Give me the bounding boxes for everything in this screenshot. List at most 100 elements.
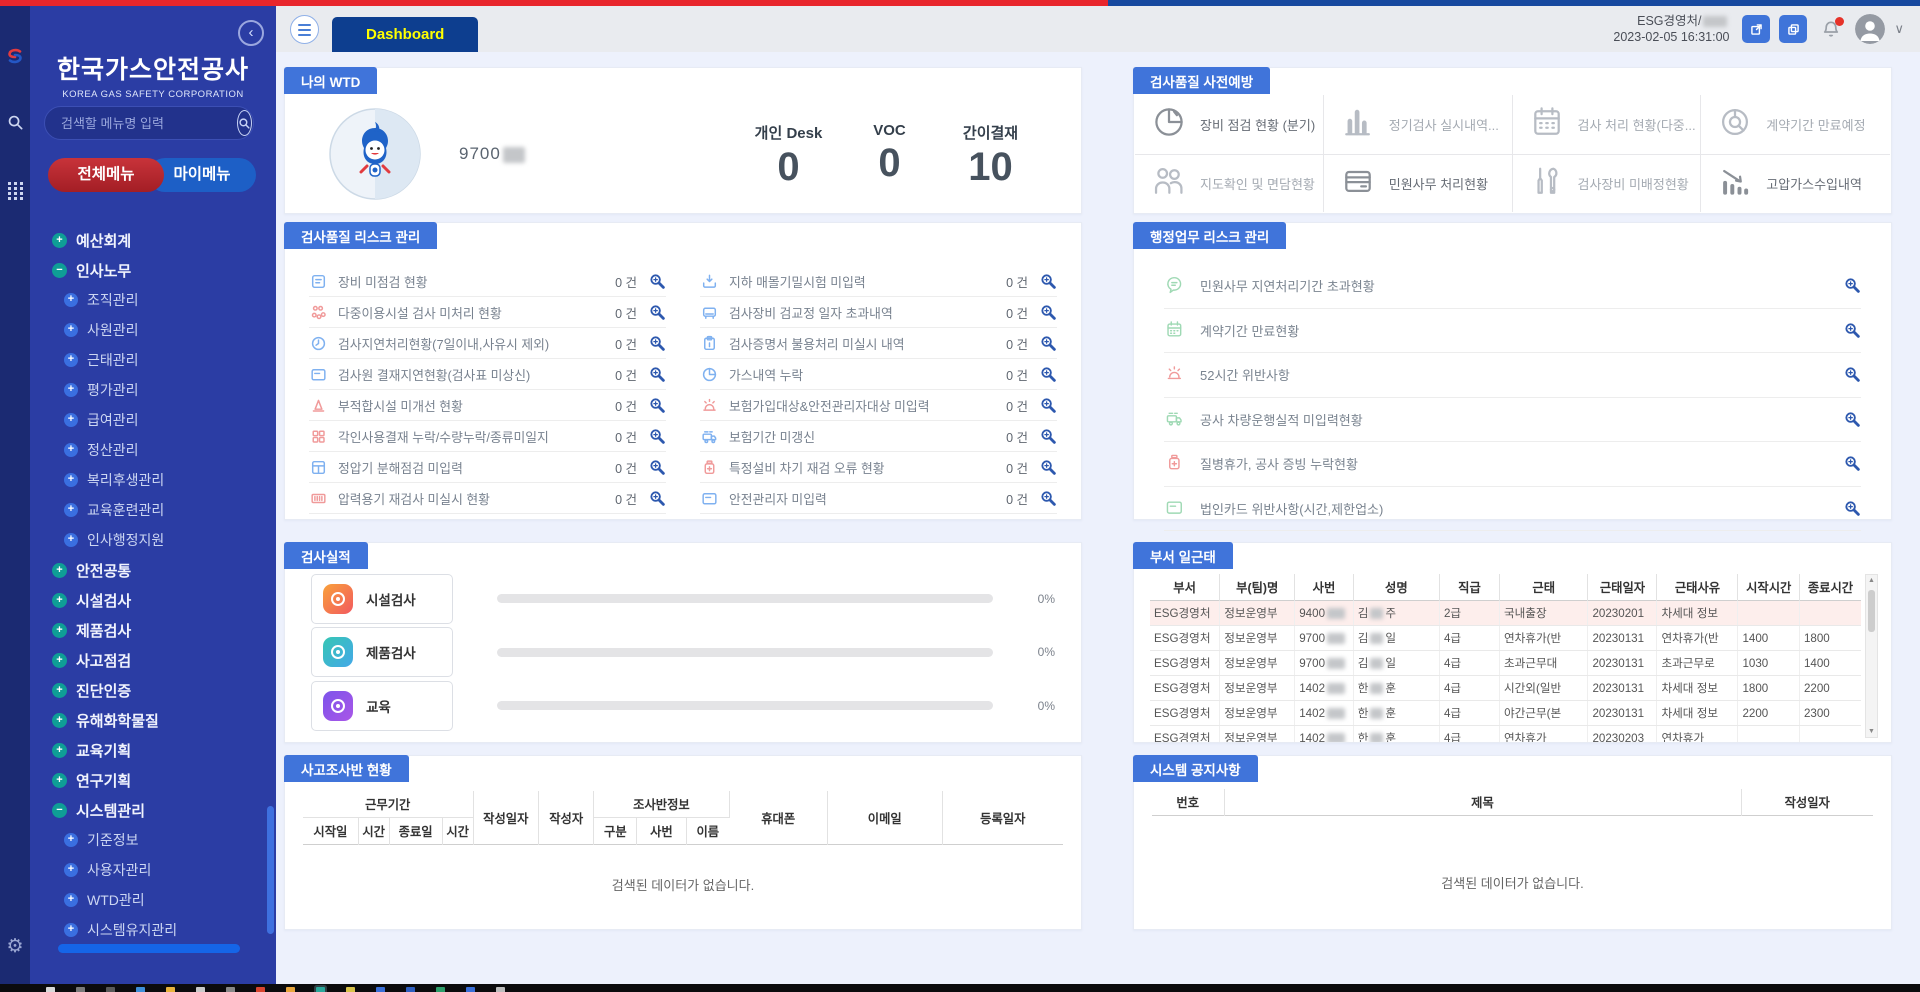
chevron-down-icon[interactable]: ∨ xyxy=(1894,21,1904,36)
expand-icon[interactable]: + xyxy=(64,923,78,937)
attendance-row[interactable]: ESG경영처 정보운영부 9400 김 주 2급 국내출장 20230201 차세대 정보 xyxy=(1150,600,1861,626)
magnifier-icon[interactable] xyxy=(1040,304,1057,321)
windows-taskbar[interactable] xyxy=(0,984,1920,992)
magnifier-icon[interactable] xyxy=(649,335,666,352)
attendance-row[interactable]: ESG경영처 정보운영부 1402 한 훈 4급 연차휴가 20230203 연차휴가 xyxy=(1150,725,1861,742)
open-window-button[interactable] xyxy=(1742,15,1771,43)
sidebar-menu-item[interactable]: + 조직관리 xyxy=(30,285,270,315)
column-header[interactable]: 직급 xyxy=(1439,574,1500,601)
user-avatar[interactable] xyxy=(1855,14,1886,44)
magnifier-icon[interactable] xyxy=(1040,459,1057,476)
sidebar-menu-item[interactable]: + 제품검사 xyxy=(30,615,270,645)
sidebar-menu-item[interactable]: + 평가관리 xyxy=(30,375,270,405)
performance-category-button[interactable]: 시설검사 xyxy=(311,573,453,624)
sidebar-menu-item[interactable]: + 급여관리 xyxy=(30,405,270,435)
table-vertical-scrollbar[interactable]: ▲ ▼ xyxy=(1865,574,1878,738)
tab-dashboard[interactable]: Dashboard xyxy=(332,17,479,52)
sidebar-menu-item[interactable]: + 연구기획 xyxy=(30,765,270,795)
expand-icon[interactable]: + xyxy=(64,473,78,487)
magnifier-icon[interactable] xyxy=(1844,322,1861,339)
prevention-shortcut[interactable]: 고압가스수입내역 xyxy=(1701,153,1890,213)
column-header[interactable]: 시작시간 xyxy=(1737,574,1800,601)
expand-icon[interactable]: + xyxy=(64,293,78,307)
expand-icon[interactable]: + xyxy=(64,533,78,547)
menu-search-icon[interactable] xyxy=(237,110,252,136)
settings-gear-icon[interactable]: ⚙ xyxy=(6,936,24,957)
expand-icon[interactable]: + xyxy=(64,413,78,427)
magnifier-icon[interactable] xyxy=(649,366,666,383)
prevention-shortcut[interactable]: 정기검사 실시내역... xyxy=(1324,95,1513,154)
sidebar-menu-item[interactable]: + 진단인증 xyxy=(30,675,270,705)
sidebar-menu-item[interactable]: + 예산회계 xyxy=(30,225,270,255)
magnifier-icon[interactable] xyxy=(1040,428,1057,445)
sidebar-collapse-button[interactable]: ‹ xyxy=(238,20,264,46)
expand-icon[interactable]: + xyxy=(64,323,78,337)
performance-category-button[interactable]: 교육 xyxy=(311,680,453,731)
prevention-shortcut[interactable]: 장비 점검 현황 (분기) xyxy=(1135,95,1324,154)
magnifier-icon[interactable] xyxy=(1844,455,1861,472)
column-header[interactable]: 근태일자 xyxy=(1587,574,1658,601)
sidebar-vertical-scrollbar[interactable] xyxy=(267,806,274,934)
wtd-stat[interactable]: 간이결재 10 xyxy=(940,122,1041,187)
expand-icon[interactable]: + xyxy=(52,742,67,758)
sidebar-menu-item[interactable]: + 사용자관리 xyxy=(30,855,270,885)
attendance-row[interactable]: ESG경영처 정보운영부 1402 한 훈 4급 야간근무(본 20230131 차세대 정보 2… xyxy=(1150,700,1861,726)
performance-category-button[interactable]: 제품검사 xyxy=(311,627,453,677)
magnifier-icon[interactable] xyxy=(649,428,666,445)
expand-icon[interactable]: + xyxy=(52,622,67,638)
collapse-icon[interactable]: − xyxy=(52,262,67,278)
magnifier-icon[interactable] xyxy=(1844,500,1861,517)
expand-icon[interactable]: + xyxy=(52,712,67,728)
attendance-row[interactable]: ESG경영처 정보운영부 9700 김 일 4급 연차휴가(반 20230131 연차휴가(반 1… xyxy=(1150,625,1861,651)
column-header[interactable]: 성명 xyxy=(1353,574,1440,601)
sidebar-menu-item[interactable]: + 시스템유지관리 xyxy=(30,915,270,945)
sidebar-menu-item[interactable]: + 유해화학물질 xyxy=(30,705,270,735)
prevention-shortcut[interactable]: 검사장비 미배정현황 xyxy=(1512,153,1702,212)
expand-icon[interactable]: + xyxy=(52,772,67,788)
prevention-shortcut[interactable]: 민원사무 처리현황 xyxy=(1323,153,1513,212)
expand-icon[interactable]: + xyxy=(52,682,67,698)
expand-icon[interactable]: + xyxy=(64,383,78,397)
magnifier-icon[interactable] xyxy=(1040,490,1057,507)
wtd-stat[interactable]: 개인 Desk 0 xyxy=(738,122,839,187)
menu-search-input[interactable] xyxy=(61,115,237,131)
column-header[interactable]: 부서 xyxy=(1150,574,1221,601)
magnifier-icon[interactable] xyxy=(649,397,666,414)
rail-apps-grid-icon[interactable] xyxy=(0,182,30,201)
sidebar-menu-item[interactable]: − 인사노무 xyxy=(30,255,270,285)
prevention-shortcut[interactable]: 검사 처리 현황(다중... xyxy=(1513,95,1702,154)
duplicate-window-button[interactable] xyxy=(1779,15,1808,43)
column-header[interactable]: 근태사유 xyxy=(1656,574,1739,601)
magnifier-icon[interactable] xyxy=(1040,366,1057,383)
expand-icon[interactable]: + xyxy=(64,893,78,907)
sidebar-menu-item[interactable]: + 사원관리 xyxy=(30,315,270,345)
expand-icon[interactable]: + xyxy=(64,353,78,367)
sidebar-menu-item[interactable]: + 시설검사 xyxy=(30,585,270,615)
tab-my-menu[interactable]: 마이메뉴 xyxy=(148,158,256,192)
sidebar-menu-item[interactable]: + 사고점검 xyxy=(30,645,270,675)
magnifier-icon[interactable] xyxy=(1844,411,1861,428)
sidebar-menu-item[interactable]: + 교육기획 xyxy=(30,735,270,765)
notifications-bell-icon[interactable] xyxy=(1816,14,1846,44)
magnifier-icon[interactable] xyxy=(1040,335,1057,352)
rail-search-icon[interactable] xyxy=(0,114,30,131)
magnifier-icon[interactable] xyxy=(1844,277,1861,294)
sidebar-menu-item[interactable]: + 근태관리 xyxy=(30,345,270,375)
magnifier-icon[interactable] xyxy=(649,459,666,476)
prevention-shortcut[interactable]: 계약기간 만료예정 xyxy=(1701,95,1890,154)
expand-icon[interactable]: + xyxy=(52,562,67,578)
magnifier-icon[interactable] xyxy=(1040,273,1057,290)
sidebar-horizontal-scrollbar[interactable] xyxy=(58,944,240,953)
attendance-row[interactable]: ESG경영처 정보운영부 9700 김 일 4급 초과근무대 20230131 초과근무로 103… xyxy=(1150,650,1861,676)
hamburger-menu-icon[interactable] xyxy=(290,15,319,44)
expand-icon[interactable]: + xyxy=(52,652,67,668)
sidebar-menu-item[interactable]: + 정산관리 xyxy=(30,435,270,465)
collapse-icon[interactable]: − xyxy=(52,802,67,818)
magnifier-icon[interactable] xyxy=(1040,397,1057,414)
column-header[interactable]: 사번 xyxy=(1294,574,1354,601)
sidebar-menu-item[interactable]: + 인사행정지원 xyxy=(30,525,270,555)
kgs-logo-icon[interactable] xyxy=(0,46,30,66)
expand-icon[interactable]: + xyxy=(64,833,78,847)
tab-all-menu[interactable]: 전체메뉴 xyxy=(48,158,164,192)
sidebar-menu-item[interactable]: + 안전공통 xyxy=(30,555,270,585)
